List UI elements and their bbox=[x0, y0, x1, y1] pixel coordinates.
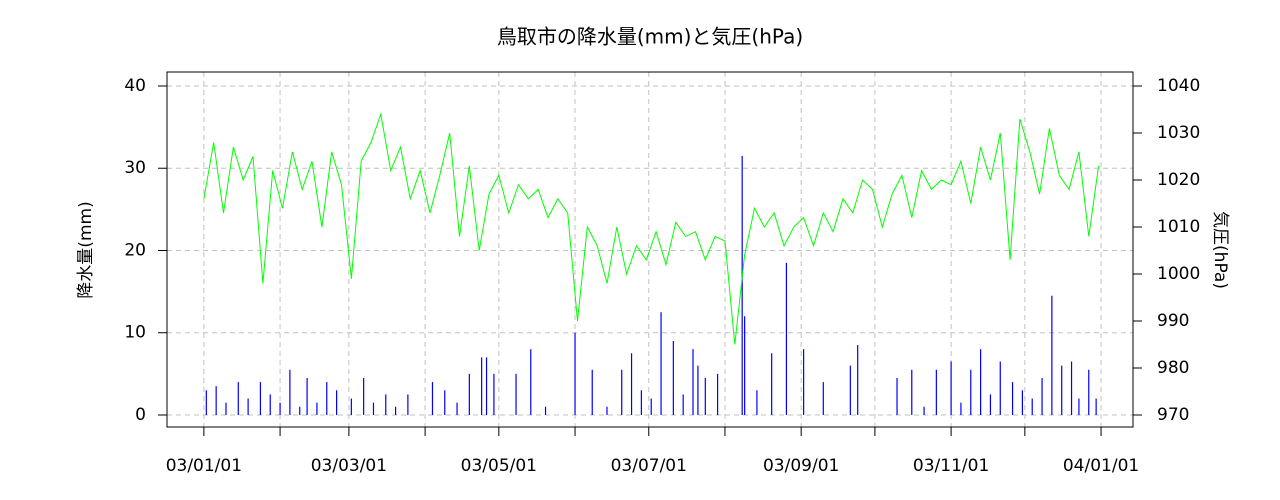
x-tick-label: 03/05/01 bbox=[461, 456, 537, 476]
x-tick-label: 04/01/01 bbox=[1063, 456, 1139, 476]
y2-tick-label: 1040 bbox=[1157, 76, 1200, 96]
y-tick-label: 40 bbox=[124, 76, 146, 96]
plot-frame bbox=[166, 71, 1134, 428]
y2-tick-label: 980 bbox=[1157, 358, 1189, 378]
chart-title: 鳥取市の降水量(mm)と気圧(hPa) bbox=[497, 25, 803, 49]
x-tick-label: 03/09/01 bbox=[763, 456, 839, 476]
x-tick-label: 03/11/01 bbox=[913, 456, 989, 476]
y2-axis-label: 気圧(hPa) bbox=[1210, 211, 1230, 289]
y-tick-label: 10 bbox=[124, 323, 146, 343]
y2-tick-label: 970 bbox=[1157, 405, 1189, 425]
y-tick-label: 0 bbox=[135, 405, 146, 425]
y-tick-label: 30 bbox=[124, 158, 146, 178]
x-tick-label: 03/03/01 bbox=[311, 456, 387, 476]
y2-tick-label: 1030 bbox=[1157, 123, 1200, 143]
x-tick-label: 03/01/01 bbox=[166, 456, 242, 476]
y2-tick-label: 1010 bbox=[1157, 217, 1200, 237]
y2-tick-label: 1000 bbox=[1157, 264, 1200, 284]
pressure-line bbox=[203, 112, 1100, 345]
y2-tick-label: 990 bbox=[1157, 311, 1189, 331]
y-axis-label: 降水量(mm) bbox=[76, 201, 96, 298]
y-tick-label: 20 bbox=[124, 240, 146, 260]
y2-tick-label: 1020 bbox=[1157, 170, 1200, 190]
x-tick-label: 03/07/01 bbox=[611, 456, 687, 476]
